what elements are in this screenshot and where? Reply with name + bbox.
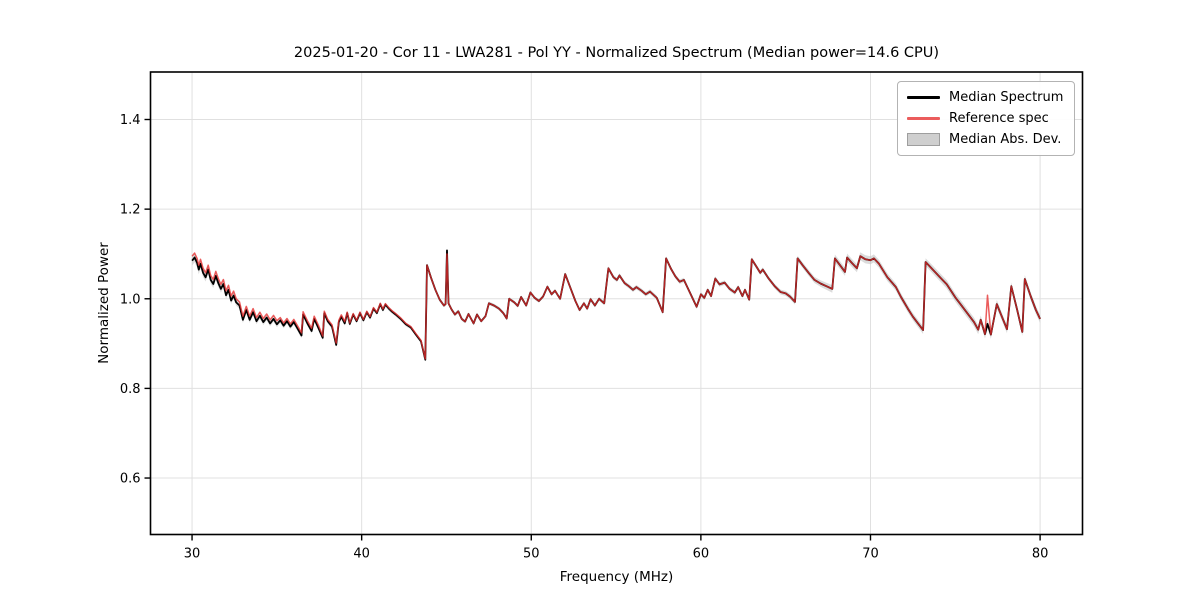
svg-text:70: 70: [862, 547, 879, 562]
legend: Median Spectrum Reference spec Median Ab…: [897, 81, 1075, 156]
svg-text:0.6: 0.6: [120, 472, 141, 487]
svg-text:1.4: 1.4: [120, 113, 141, 128]
legend-item-median-abs-dev: Median Abs. Dev.: [907, 131, 1066, 148]
svg-text:80: 80: [1032, 547, 1049, 562]
legend-label: Reference spec: [949, 111, 1049, 126]
legend-label: Median Spectrum: [949, 90, 1064, 105]
x-axis-label: Frequency (MHz): [559, 569, 674, 585]
svg-text:1.0: 1.0: [120, 292, 141, 307]
reference-spec-line-swatch-icon: [907, 117, 940, 120]
svg-text:0.8: 0.8: [120, 382, 141, 397]
median-abs-dev-patch-swatch-icon: [907, 133, 940, 146]
svg-text:30: 30: [184, 547, 201, 562]
legend-item-median-spectrum: Median Spectrum: [907, 89, 1066, 106]
chart-title: 2025-01-20 - Cor 11 - LWA281 - Pol YY - …: [293, 45, 940, 61]
legend-label: Median Abs. Dev.: [949, 132, 1062, 147]
svg-text:60: 60: [693, 547, 710, 562]
legend-item-reference-spec: Reference spec: [907, 110, 1066, 127]
svg-text:1.2: 1.2: [120, 203, 141, 218]
svg-text:50: 50: [523, 547, 540, 562]
svg-text:40: 40: [353, 547, 370, 562]
median-spectrum-line-swatch-icon: [907, 96, 940, 99]
y-axis-label: Normalized Power: [96, 242, 112, 364]
